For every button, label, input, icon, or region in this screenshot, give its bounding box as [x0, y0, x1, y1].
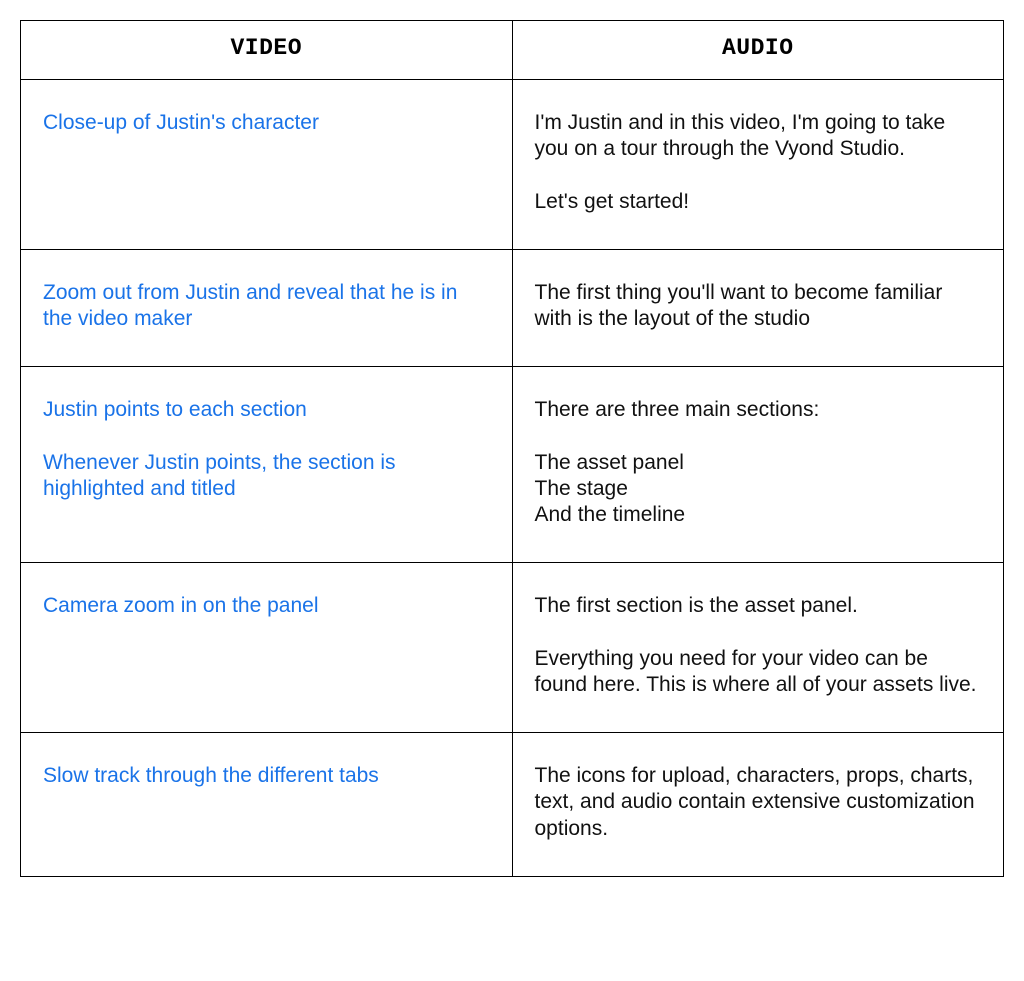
- video-cell: Justin points to each section Whenever J…: [21, 367, 513, 563]
- column-header-audio: AUDIO: [512, 21, 1004, 80]
- audio-text: The stage: [535, 476, 982, 502]
- video-cell: Camera zoom in on the panel: [21, 563, 513, 733]
- audio-cell: There are three main sections: The asset…: [512, 367, 1004, 563]
- audio-text: The asset panel: [535, 450, 982, 476]
- table-body: Close-up of Justin's character I'm Justi…: [21, 80, 1004, 877]
- video-cell: Slow track through the different tabs: [21, 733, 513, 877]
- column-header-video: VIDEO: [21, 21, 513, 80]
- video-text: Whenever Justin points, the section is h…: [43, 450, 490, 503]
- video-cell: Zoom out from Justin and reveal that he …: [21, 249, 513, 367]
- video-text: Justin points to each section: [43, 397, 490, 423]
- table-row: Close-up of Justin's character I'm Justi…: [21, 80, 1004, 250]
- video-text: Slow track through the different tabs: [43, 763, 490, 789]
- audio-cell: I'm Justin and in this video, I'm going …: [512, 80, 1004, 250]
- audio-text: The icons for upload, characters, props,…: [535, 763, 982, 842]
- video-text: Zoom out from Justin and reveal that he …: [43, 280, 490, 333]
- table-row: Zoom out from Justin and reveal that he …: [21, 249, 1004, 367]
- audio-text: The first thing you'll want to become fa…: [535, 280, 982, 333]
- audio-text: I'm Justin and in this video, I'm going …: [535, 110, 982, 163]
- table-row: Slow track through the different tabs Th…: [21, 733, 1004, 877]
- table-row: Camera zoom in on the panel The first se…: [21, 563, 1004, 733]
- audio-text: The first section is the asset panel.: [535, 593, 982, 619]
- audio-cell: The first thing you'll want to become fa…: [512, 249, 1004, 367]
- script-table: VIDEO AUDIO Close-up of Justin's charact…: [20, 20, 1004, 877]
- table-row: Justin points to each section Whenever J…: [21, 367, 1004, 563]
- table-header-row: VIDEO AUDIO: [21, 21, 1004, 80]
- audio-cell: The first section is the asset panel. Ev…: [512, 563, 1004, 733]
- video-text: Camera zoom in on the panel: [43, 593, 490, 619]
- audio-text: There are three main sections:: [535, 397, 982, 423]
- audio-text: Everything you need for your video can b…: [535, 646, 982, 699]
- video-cell: Close-up of Justin's character: [21, 80, 513, 250]
- video-text: Close-up of Justin's character: [43, 110, 490, 136]
- audio-cell: The icons for upload, characters, props,…: [512, 733, 1004, 877]
- audio-text: And the timeline: [535, 502, 982, 528]
- audio-text: Let's get started!: [535, 189, 982, 215]
